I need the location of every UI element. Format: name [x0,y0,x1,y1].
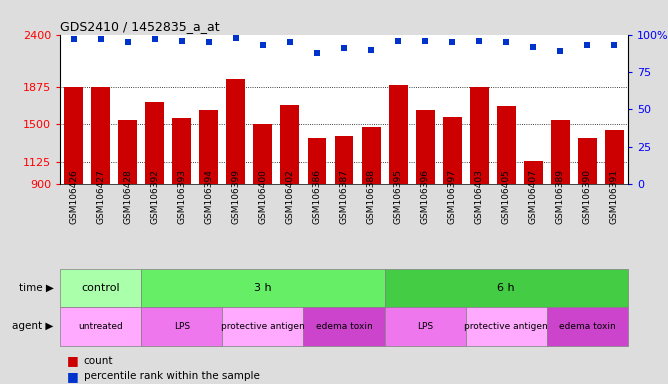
Bar [226,79,245,184]
Bar [60,307,141,346]
Text: LPS: LPS [417,322,433,331]
Bar [389,86,407,184]
Bar [60,269,141,307]
Bar [497,106,516,184]
Text: GSM106426: GSM106426 [69,169,78,224]
Bar [92,87,110,184]
Text: GSM106392: GSM106392 [150,169,159,224]
Text: GSM106427: GSM106427 [96,169,105,224]
Text: GSM106403: GSM106403 [475,169,484,224]
Bar [307,138,327,184]
Text: 3 h: 3 h [254,283,272,293]
Bar [141,269,385,307]
Text: GSM106389: GSM106389 [556,169,565,224]
Text: GSM106390: GSM106390 [583,169,592,224]
Text: GSM106391: GSM106391 [610,169,619,224]
Bar [141,307,222,346]
Text: percentile rank within the sample: percentile rank within the sample [84,371,259,381]
Bar [578,138,597,184]
Bar [443,117,462,184]
Text: GSM106400: GSM106400 [259,169,267,224]
Bar [335,136,353,184]
Bar [466,307,547,346]
Bar [385,307,466,346]
Bar [524,161,542,184]
Bar [385,269,628,307]
Text: GSM106395: GSM106395 [393,169,403,224]
Text: ■: ■ [67,354,79,367]
Bar [470,88,489,184]
Text: control: control [81,283,120,293]
Text: time ▶: time ▶ [19,283,53,293]
Text: ■: ■ [67,370,79,383]
Bar [199,111,218,184]
Bar [222,307,303,346]
Text: untreated: untreated [78,322,123,331]
Text: 6 h: 6 h [498,283,515,293]
Text: GSM106396: GSM106396 [421,169,430,224]
Text: GSM106428: GSM106428 [123,169,132,224]
Text: edema toxin: edema toxin [316,322,372,331]
Bar [547,307,628,346]
Text: GDS2410 / 1452835_a_at: GDS2410 / 1452835_a_at [60,20,220,33]
Text: LPS: LPS [174,322,190,331]
Bar [64,88,83,184]
Text: GSM106407: GSM106407 [529,169,538,224]
Bar [146,103,164,184]
Bar [361,127,381,184]
Text: GSM106388: GSM106388 [367,169,375,224]
Bar [281,106,299,184]
Bar [118,121,137,184]
Text: GSM106399: GSM106399 [231,169,240,224]
Text: GSM106386: GSM106386 [313,169,321,224]
Text: GSM106387: GSM106387 [339,169,349,224]
Bar [253,124,273,184]
Text: edema toxin: edema toxin [559,322,616,331]
Text: GSM106405: GSM106405 [502,169,511,224]
Bar [415,111,435,184]
Text: GSM106393: GSM106393 [177,169,186,224]
Bar [303,307,385,346]
Bar [605,131,624,184]
Text: GSM106394: GSM106394 [204,169,213,224]
Text: GSM106402: GSM106402 [285,169,295,224]
Text: agent ▶: agent ▶ [12,321,53,331]
Text: count: count [84,356,113,366]
Bar [172,118,191,184]
Bar [551,121,570,184]
Text: protective antigen: protective antigen [221,322,305,331]
Text: GSM106397: GSM106397 [448,169,457,224]
Text: protective antigen: protective antigen [464,322,548,331]
